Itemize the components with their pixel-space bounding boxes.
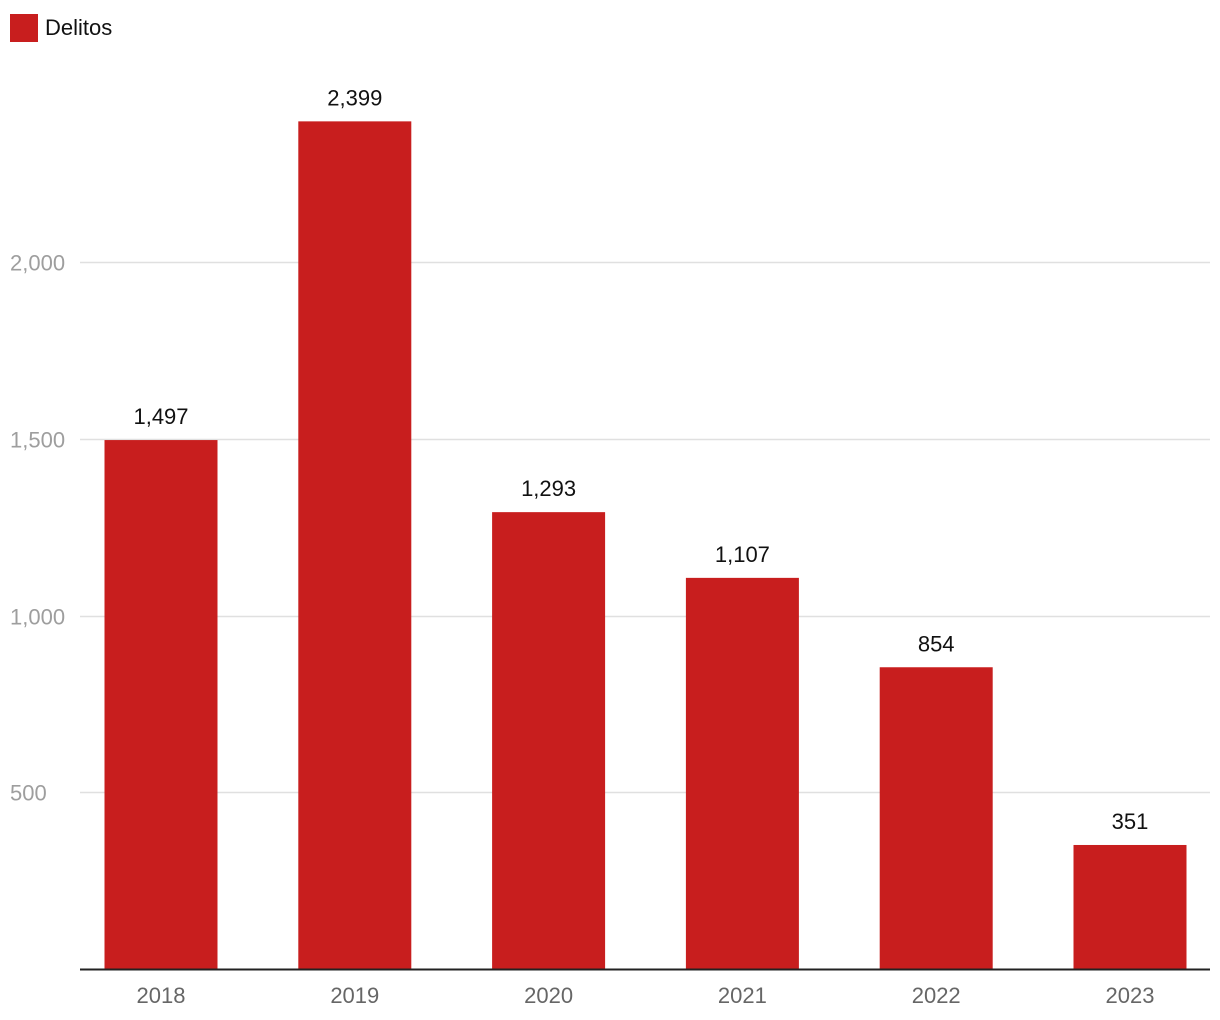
y-tick-label: 1,000 (10, 605, 65, 630)
legend: Delitos (10, 14, 112, 42)
gridlines (80, 261, 1210, 794)
data-label-2018: 1,497 (133, 404, 188, 429)
bar-2019 (298, 121, 412, 969)
x-tick-label-2018: 2018 (137, 983, 186, 1008)
x-tick-label-2019: 2019 (330, 983, 379, 1008)
x-tick-label-2022: 2022 (912, 983, 961, 1008)
bar-2023 (1073, 844, 1187, 969)
data-label-2020: 1,293 (521, 476, 576, 501)
data-label-2023: 351 (1112, 809, 1149, 834)
y-tick-label: 2,000 (10, 251, 65, 276)
legend-swatch (10, 14, 38, 42)
bar-2020 (492, 512, 606, 969)
legend-label: Delitos (45, 15, 113, 40)
x-tick-label-2020: 2020 (524, 983, 573, 1008)
bars (104, 121, 1187, 969)
y-tick-label: 1,500 (10, 428, 65, 453)
x-axis-ticks: 2018 2019 2020 2021 2022 2023 (137, 983, 1155, 1008)
data-labels: 1,497 2,399 1,293 1,107 854 351 (133, 85, 1148, 834)
bar-2022 (879, 667, 993, 969)
y-axis-ticks: 500 1,000 1,500 2,000 (10, 251, 65, 806)
bar-2021 (685, 577, 799, 969)
bar-2018 (104, 440, 218, 969)
x-tick-label-2023: 2023 (1106, 983, 1155, 1008)
data-label-2022: 854 (918, 631, 955, 656)
data-label-2021: 1,107 (715, 542, 770, 567)
data-label-2019: 2,399 (327, 85, 382, 110)
y-tick-label: 500 (10, 781, 47, 806)
x-tick-label-2021: 2021 (718, 983, 767, 1008)
